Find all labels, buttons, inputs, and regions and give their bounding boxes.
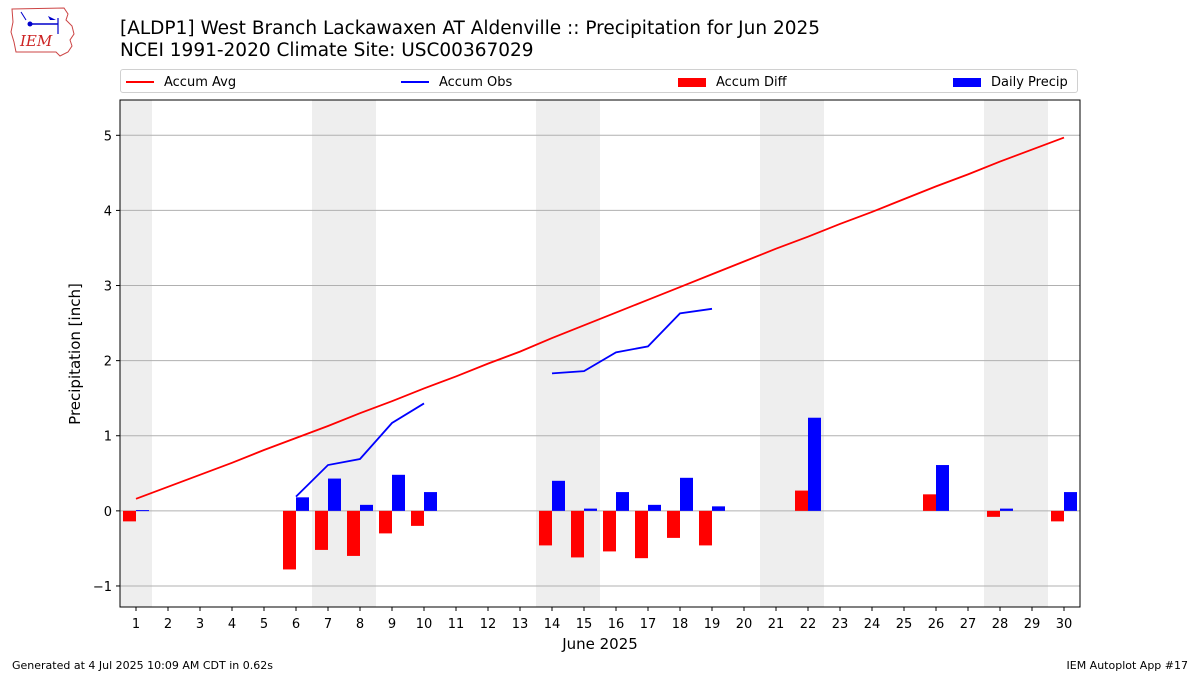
x-tick-label: 15 (576, 617, 593, 632)
accum-diff-bar (347, 510, 360, 556)
x-tick-label: 16 (608, 617, 625, 632)
accum-obs-line (551, 307, 713, 375)
x-tick-label: 11 (448, 617, 465, 632)
x-tick-label: 22 (800, 617, 817, 632)
legend: Accum Avg Accum Obs Accum Diff Daily Pre… (120, 69, 1078, 93)
plot-frame (119, 99, 1081, 608)
x-tick-label: 18 (672, 617, 689, 632)
accum-diff-bar (699, 510, 712, 546)
x-tick-label: 27 (960, 617, 977, 632)
x-tick-label: 23 (832, 617, 849, 632)
accum-diff-bar (987, 510, 1000, 517)
x-tick-label: 19 (704, 617, 721, 632)
x-tick-label: 29 (1024, 617, 1041, 632)
y-tick-label: 1 (104, 430, 112, 445)
daily-precip-bar (584, 508, 597, 511)
iem-logo: IEM (10, 7, 75, 57)
legend-swatch (953, 77, 981, 87)
accum-diff-bar (1051, 510, 1064, 522)
accum-avg-line (135, 136, 1065, 500)
iowa-outline-icon (10, 7, 75, 57)
daily-precip-bar (328, 478, 341, 511)
y-axis-label: Precipitation [inch] (66, 283, 84, 425)
accum-diff-bar (539, 510, 552, 546)
legend-label: Accum Obs (439, 74, 513, 90)
x-tick-label: 2 (164, 617, 172, 632)
daily-precip-bar (1000, 508, 1013, 511)
weekend-band (984, 100, 1048, 607)
accum-diff-bar (603, 510, 616, 552)
x-tick-label: 24 (864, 617, 881, 632)
daily-precip-bar (936, 465, 949, 511)
accum-diff-bar (379, 510, 392, 534)
x-tick-label: 4 (228, 617, 236, 632)
daily-precip-bar (360, 504, 373, 511)
legend-swatch (126, 81, 154, 83)
legend-swatch (401, 81, 429, 83)
daily-precip-bar (808, 417, 821, 511)
daily-precip-bar (424, 492, 437, 511)
x-tick-label: 1 (132, 617, 140, 632)
chart-title: [ALDP1] West Branch Lackawaxen AT Aldenv… (120, 18, 821, 39)
x-tick-label: 14 (544, 617, 561, 632)
daily-precip-bar (392, 474, 405, 511)
accum-diff-bar (635, 510, 648, 559)
daily-precip-bar (552, 480, 565, 511)
y-tick-label: 0 (104, 505, 112, 520)
daily-precip-bar (648, 504, 661, 511)
x-tick-label: 9 (388, 617, 396, 632)
accum-obs-line (295, 402, 425, 498)
y-tick-label: −1 (93, 580, 112, 595)
accum-diff-bar (315, 510, 328, 550)
accum-diff-bar (795, 490, 808, 511)
y-tick-label: 3 (104, 280, 112, 295)
x-tick-label: 10 (416, 617, 433, 632)
x-tick-label: 8 (356, 617, 364, 632)
legend-label: Accum Diff (716, 74, 787, 90)
legend-label: Daily Precip (991, 74, 1068, 90)
weekend-band (760, 100, 824, 607)
accum-diff-bar (571, 510, 584, 558)
app-credit: IEM Autoplot App #17 (1066, 659, 1189, 672)
x-tick-label: 13 (512, 617, 529, 632)
x-tick-label: 26 (928, 617, 945, 632)
x-tick-label: 17 (640, 617, 657, 632)
legend-item-accum-diff: Accum Diff (678, 73, 787, 91)
y-tick-label: 5 (104, 129, 112, 144)
y-tick-label: 4 (104, 204, 112, 219)
x-tick-label: 12 (480, 617, 497, 632)
weekend-band (120, 100, 152, 607)
x-tick-label: 25 (896, 617, 913, 632)
legend-label: Accum Avg (164, 74, 237, 90)
x-tick-label: 3 (196, 617, 204, 632)
x-tick-label: 7 (324, 617, 332, 632)
x-tick-label: 28 (992, 617, 1009, 632)
generated-timestamp: Generated at 4 Jul 2025 10:09 AM CDT in … (12, 659, 273, 672)
x-tick-label: 30 (1056, 617, 1073, 632)
legend-item-daily-precip: Daily Precip (953, 73, 1068, 91)
daily-precip-bar (680, 477, 693, 511)
legend-item-accum-obs: Accum Obs (401, 73, 512, 91)
x-axis-label: June 2025 (561, 635, 638, 653)
x-tick-label: 20 (736, 617, 753, 632)
x-tick-label: 21 (768, 617, 785, 632)
daily-precip-bar (616, 492, 629, 511)
accum-diff-bar (123, 510, 136, 522)
daily-precip-bar (296, 497, 309, 511)
daily-precip-bar (1064, 492, 1077, 511)
y-tick-label: 2 (104, 355, 112, 370)
chart-subtitle: NCEI 1991-2020 Climate Site: USC00367029 (120, 40, 534, 61)
daily-precip-bar (136, 510, 149, 512)
accum-diff-bar (923, 494, 936, 511)
accum-diff-bar (283, 510, 296, 570)
daily-precip-bar (712, 506, 725, 511)
logo-text: IEM (19, 32, 53, 50)
accum-diff-bar (411, 510, 424, 526)
x-tick-label: 6 (292, 617, 300, 632)
accum-diff-bar (667, 510, 680, 538)
legend-swatch (678, 77, 706, 87)
x-tick-label: 5 (260, 617, 268, 632)
legend-item-accum-avg: Accum Avg (126, 73, 236, 91)
